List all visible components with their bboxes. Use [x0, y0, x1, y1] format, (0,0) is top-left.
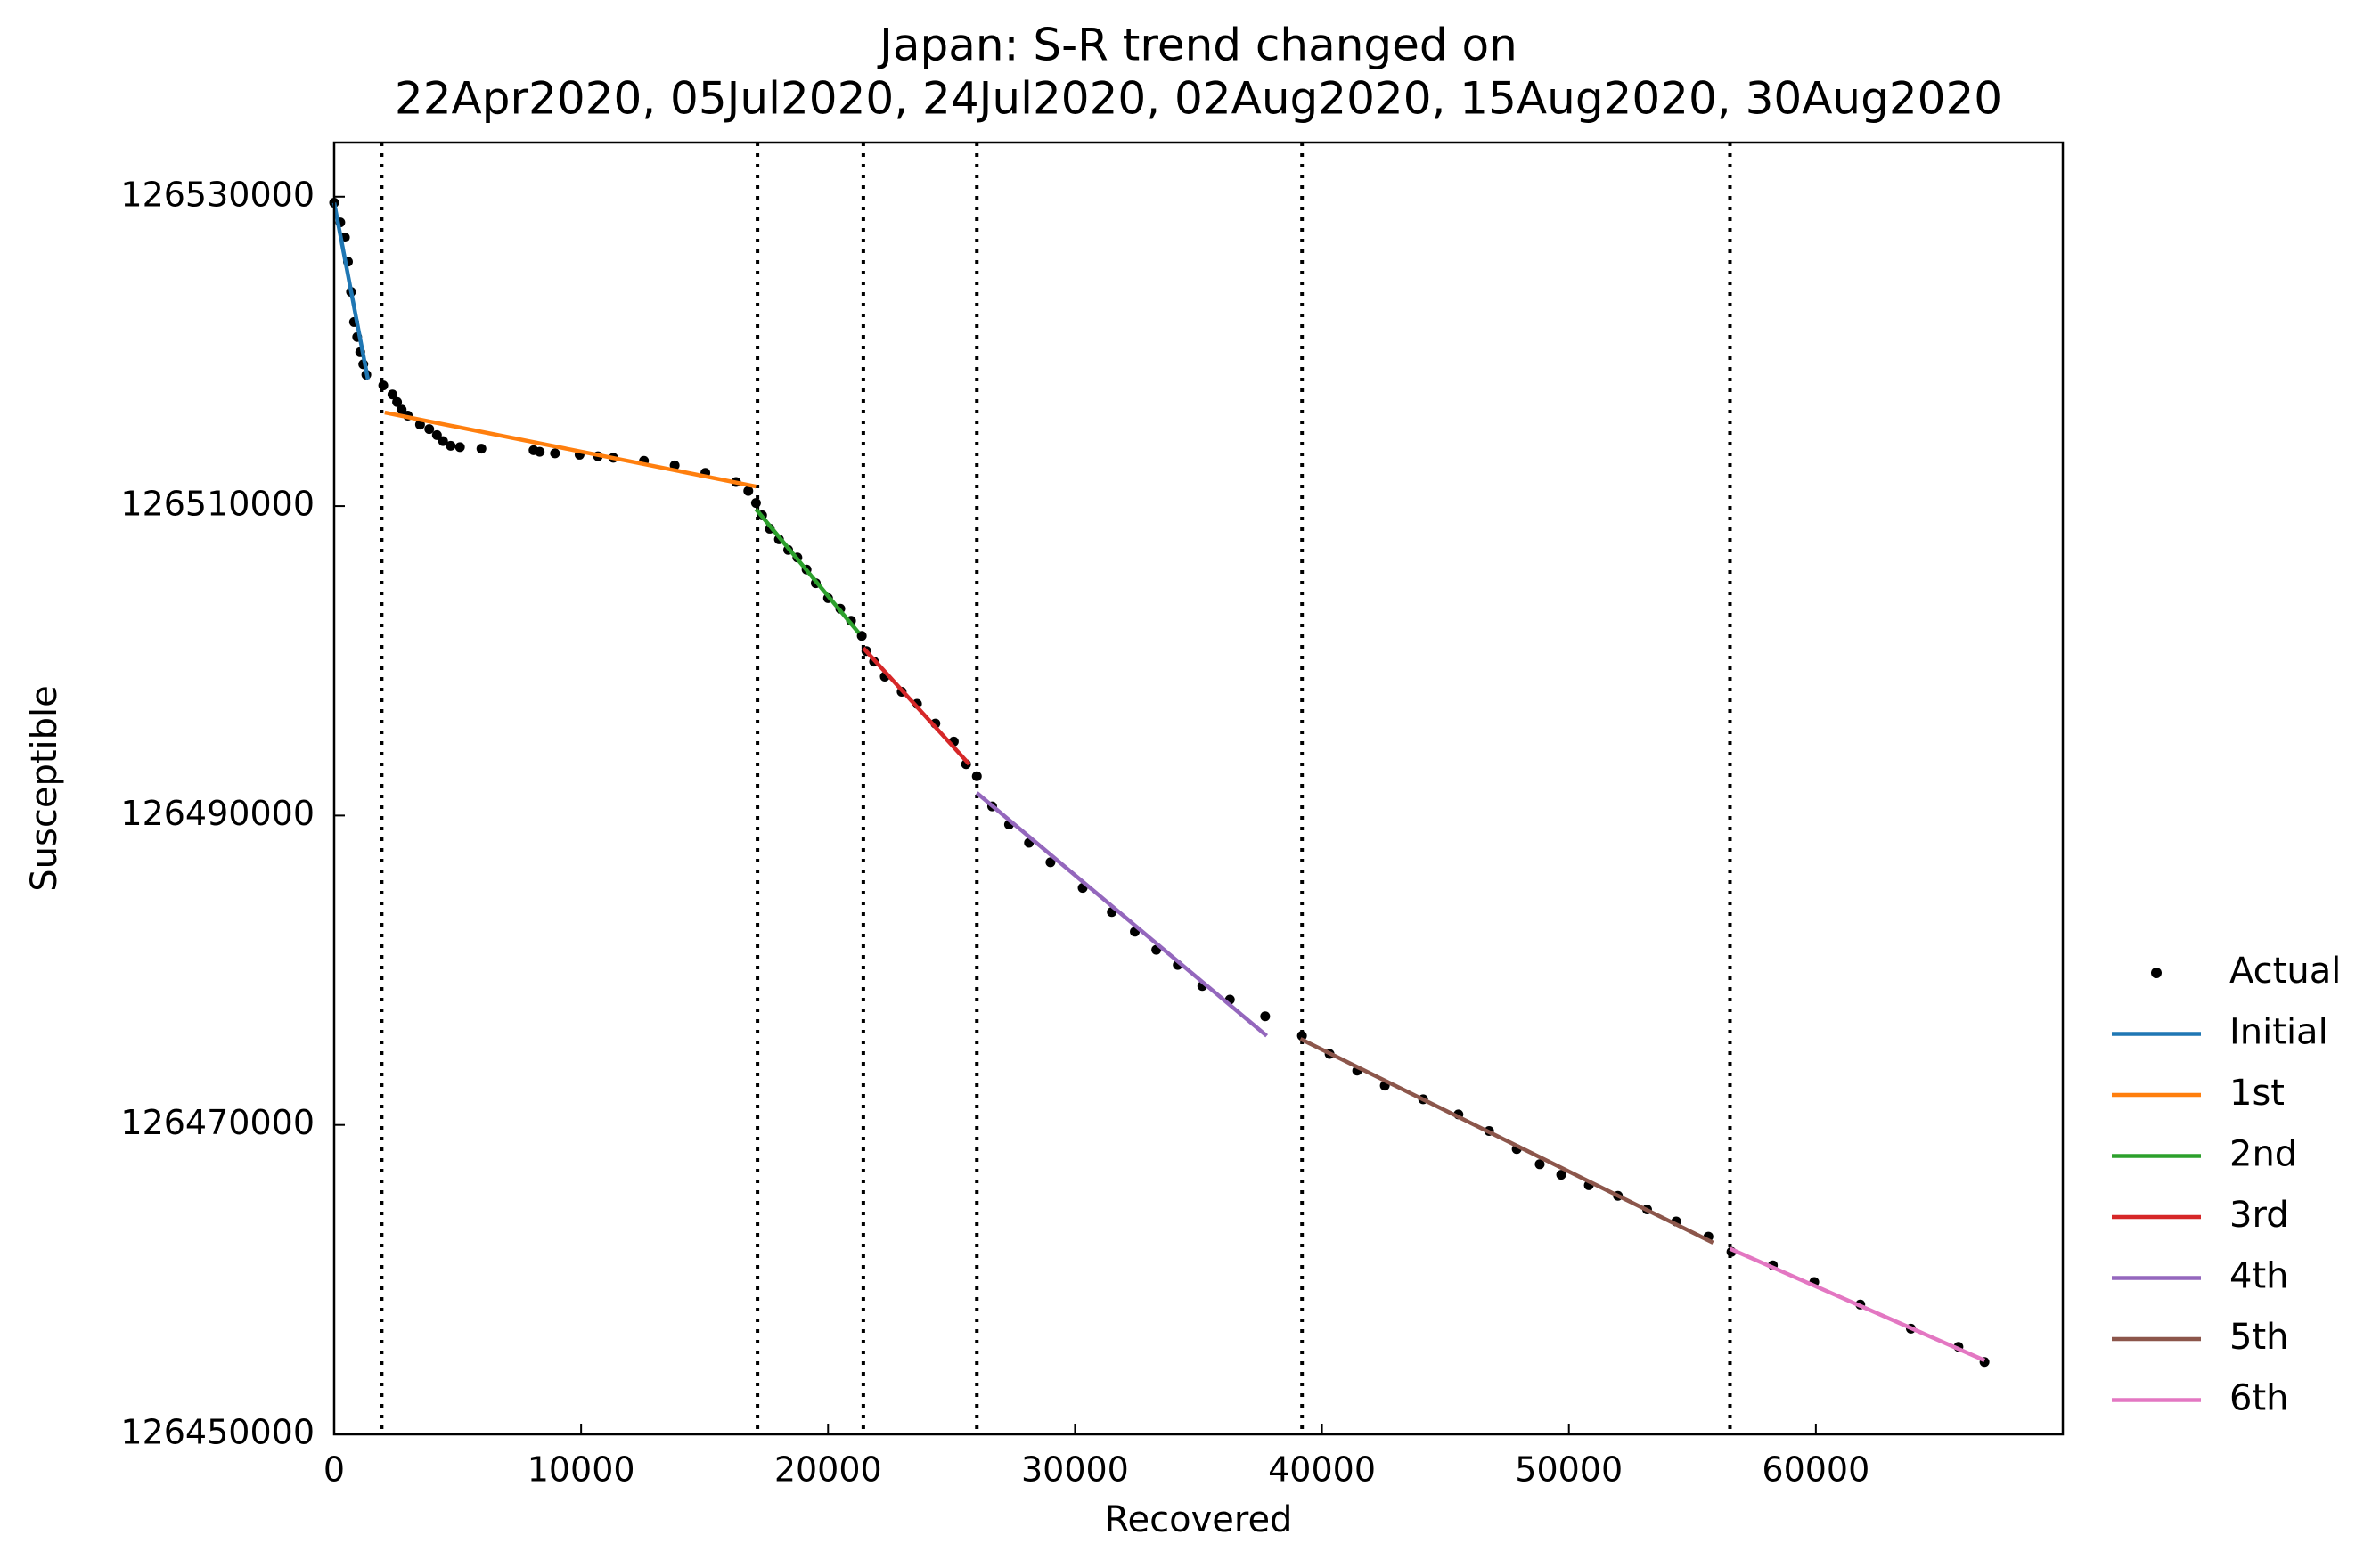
x-tick-label: 60000 — [1762, 1450, 1869, 1490]
data-point — [1534, 1159, 1545, 1170]
trend-line — [975, 791, 1269, 1038]
data-point — [971, 771, 982, 781]
data-point — [743, 486, 754, 496]
y-tick-label: 126510000 — [120, 485, 315, 524]
trend-line — [862, 646, 971, 766]
legend-label: 2nd — [2229, 1134, 2297, 1175]
data-point — [378, 380, 389, 391]
chart-title: 22Apr2020, 05Jul2020, 24Jul2020, 02Aug20… — [395, 73, 2002, 125]
y-tick-label: 126450000 — [120, 1413, 315, 1452]
x-tick-label: 10000 — [528, 1450, 635, 1490]
trend-line — [754, 508, 861, 634]
y-tick-label: 126490000 — [120, 794, 315, 833]
data-point — [750, 498, 761, 509]
trend-line — [1729, 1246, 1986, 1363]
trend-line — [1299, 1037, 1714, 1245]
data-point — [392, 396, 403, 407]
data-point — [1260, 1011, 1271, 1022]
data-point — [1045, 857, 1056, 868]
x-tick-label: 20000 — [774, 1450, 882, 1490]
legend-label: 1st — [2229, 1073, 2285, 1114]
legend-marker — [2151, 968, 2162, 978]
data-point — [414, 420, 425, 430]
y-tick-label: 126530000 — [120, 175, 315, 214]
plot-frame — [332, 141, 2065, 1436]
data-point — [535, 446, 545, 457]
x-tick-label: 0 — [323, 1450, 345, 1490]
legend-label: 3rd — [2229, 1195, 2289, 1236]
legend-label: Actual — [2229, 951, 2341, 992]
legend-label: 5th — [2229, 1317, 2288, 1358]
data-point — [856, 631, 867, 641]
x-axis-label: Recovered — [1105, 1499, 1293, 1540]
y-axis-label: Susceptible — [24, 685, 65, 891]
legend-label: 6th — [2229, 1378, 2288, 1419]
trend-line — [384, 410, 757, 489]
legend-label: Initial — [2229, 1012, 2328, 1053]
data-point — [387, 389, 397, 400]
chart-title: Japan: S-R trend changed on — [877, 20, 1517, 71]
x-tick-label: 30000 — [1021, 1450, 1129, 1490]
data-point — [431, 429, 442, 440]
data-point — [397, 404, 407, 415]
data-point — [424, 424, 435, 435]
data-point — [438, 436, 448, 446]
data-point — [550, 448, 560, 459]
data-point — [476, 444, 487, 454]
x-tick-label: 50000 — [1515, 1450, 1623, 1490]
legend-label: 4th — [2229, 1256, 2288, 1297]
x-tick-label: 40000 — [1268, 1450, 1376, 1490]
data-point — [446, 440, 456, 451]
y-tick-label: 126470000 — [120, 1103, 315, 1142]
trend-line — [331, 202, 371, 380]
data-point — [1296, 1031, 1307, 1041]
data-point — [1556, 1170, 1566, 1180]
data-point — [454, 442, 465, 453]
